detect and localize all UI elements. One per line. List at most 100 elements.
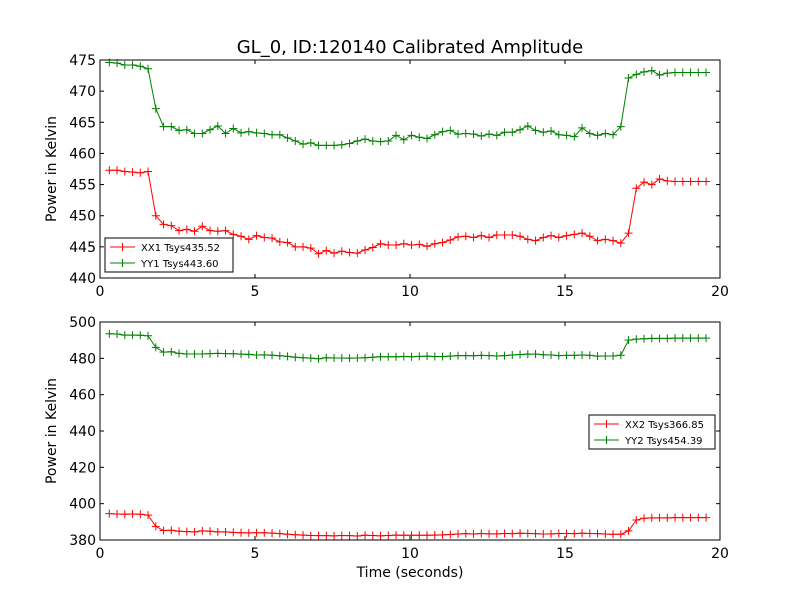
data-point (686, 513, 695, 522)
data-point (647, 334, 656, 343)
bottom-chart-panel: 0 5 10 15 20 380 400 420 440 460 480 500 Power in K… (44, 315, 729, 581)
data-point (469, 130, 478, 139)
data-point (430, 531, 439, 540)
data-point (632, 516, 641, 525)
series-1 (105, 509, 711, 540)
data-point (322, 531, 331, 540)
x-axis-label: Time (seconds) (356, 565, 464, 581)
data-point (244, 127, 253, 136)
data-point (182, 349, 191, 358)
data-point (283, 238, 292, 247)
data-point (678, 513, 687, 522)
data-point (237, 232, 246, 241)
data-point (461, 232, 470, 241)
data-point (430, 239, 439, 248)
legend-box (588, 414, 716, 450)
x-tick-label: 20 (711, 284, 729, 300)
data-point (260, 233, 269, 242)
data-point (167, 221, 176, 230)
data-point (585, 129, 594, 138)
data-point (275, 529, 284, 538)
data-point (330, 141, 339, 150)
data-point (128, 331, 137, 340)
data-point (423, 531, 432, 540)
data-point (516, 232, 525, 241)
data-point (655, 174, 664, 183)
data-point (213, 227, 222, 236)
data-point (415, 352, 424, 361)
data-point (423, 134, 432, 143)
data-point (585, 529, 594, 538)
data-point (454, 232, 463, 241)
y-tick-label: 480 (69, 351, 96, 367)
x-tick-label: 0 (96, 284, 105, 300)
y-axis-label: Power in Kelvin (44, 116, 60, 222)
data-point (322, 246, 331, 255)
y-tick-label: 440 (69, 271, 96, 287)
data-point (151, 522, 160, 531)
data-point (624, 336, 633, 345)
data-point (632, 335, 641, 344)
data-point (113, 329, 122, 338)
data-point (283, 352, 292, 361)
data-point (190, 527, 199, 536)
data-point (136, 168, 145, 177)
data-point (275, 130, 284, 139)
data-point (151, 104, 160, 113)
data-point (330, 531, 339, 540)
data-point (237, 350, 246, 359)
data-point (492, 529, 501, 538)
data-point (446, 236, 455, 245)
data-point (671, 68, 680, 77)
data-point (206, 226, 215, 235)
data-point (570, 132, 579, 141)
data-point (306, 531, 315, 540)
data-point (492, 231, 501, 240)
data-point (167, 526, 176, 535)
data-point (485, 233, 494, 242)
data-point (206, 349, 215, 358)
y-tick-label: 500 (69, 315, 96, 331)
data-point (376, 137, 385, 146)
data-point (144, 511, 153, 520)
data-point (407, 531, 416, 540)
series-2 (105, 58, 711, 150)
data-point (182, 527, 191, 536)
data-point (593, 131, 602, 140)
data-point (454, 351, 463, 360)
data-point (516, 125, 525, 134)
data-point (136, 331, 145, 340)
data-point (500, 231, 509, 240)
data-point (345, 531, 354, 540)
legend: XX2 Tsys366.85 YY2 Tsys454.39 (588, 414, 716, 450)
data-point (407, 240, 416, 249)
data-point (159, 526, 168, 535)
data-point (105, 329, 114, 338)
data-point (702, 68, 711, 77)
data-point (516, 529, 525, 538)
data-point (229, 349, 238, 358)
data-point (415, 133, 424, 142)
data-point (361, 353, 370, 362)
data-point (353, 249, 362, 258)
data-point (268, 351, 277, 360)
data-point (314, 354, 323, 363)
data-point (337, 531, 346, 540)
data-point (198, 526, 207, 535)
data-point (190, 129, 199, 138)
data-point (182, 125, 191, 134)
data-point (430, 352, 439, 361)
data-point (175, 349, 184, 358)
data-point (694, 68, 703, 77)
x-tick-label: 10 (401, 546, 419, 562)
data-point (562, 231, 571, 240)
data-point (554, 529, 563, 538)
data-point (128, 168, 137, 177)
data-point (407, 352, 416, 361)
data-point (136, 510, 145, 519)
data-point (531, 349, 540, 358)
data-point (291, 530, 300, 539)
legend-entry: YY1 Tsys443.60 (110, 259, 219, 270)
data-point (671, 177, 680, 186)
data-point (159, 220, 168, 229)
